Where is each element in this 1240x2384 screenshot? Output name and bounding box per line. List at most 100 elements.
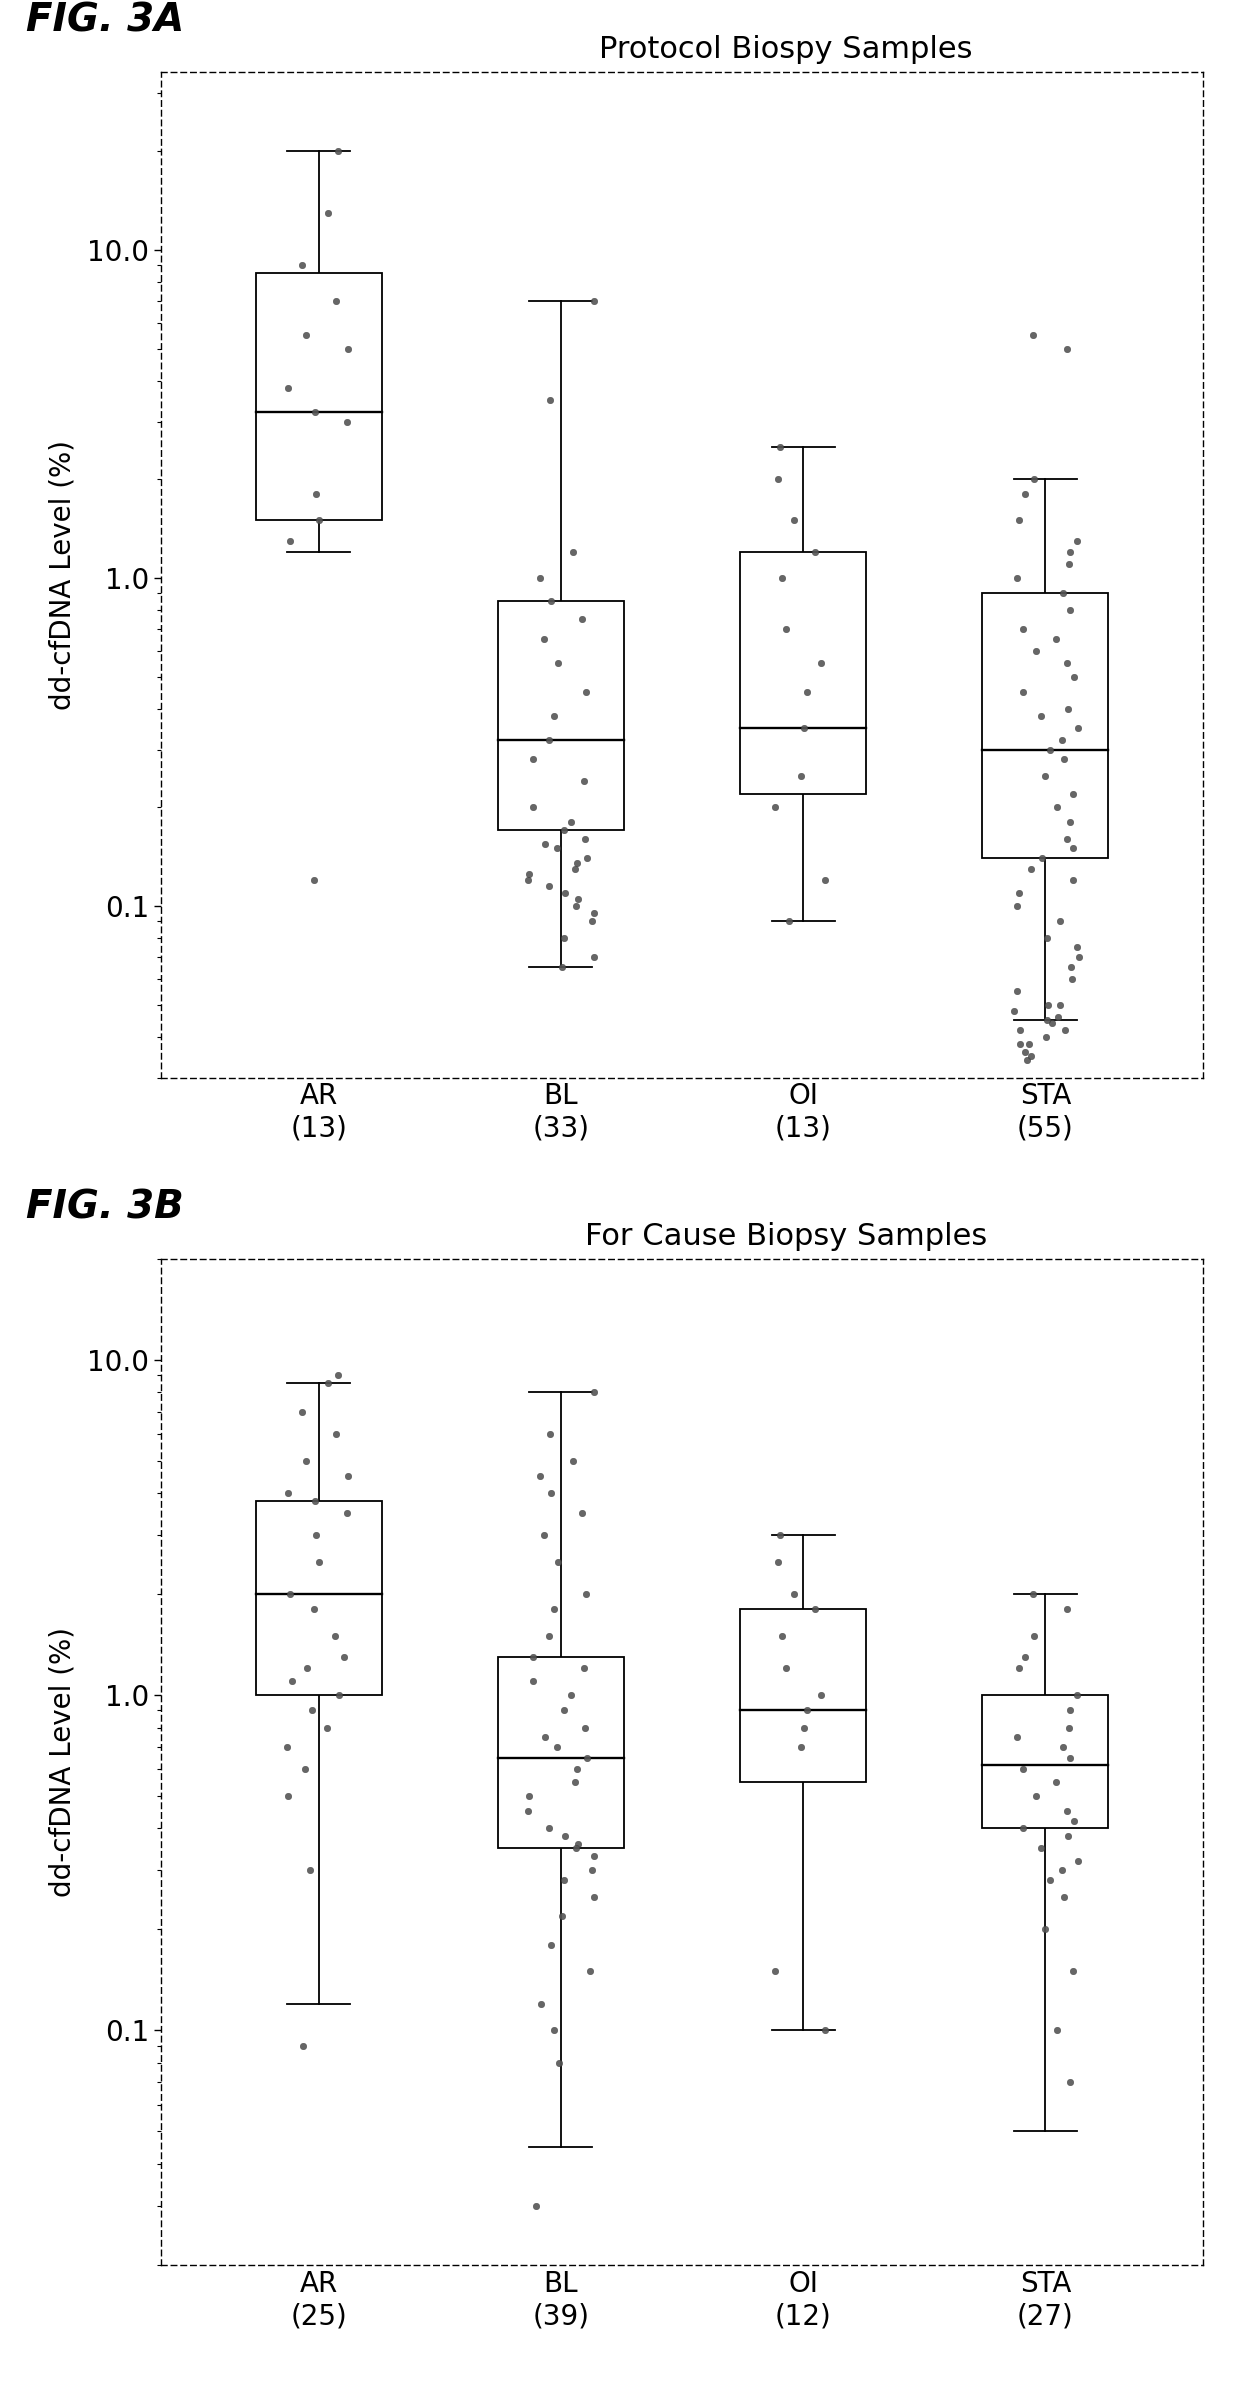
Point bbox=[531, 1457, 551, 1495]
Point bbox=[304, 861, 324, 899]
Point bbox=[339, 1457, 358, 1495]
Point bbox=[816, 2012, 836, 2050]
Point bbox=[1058, 1817, 1078, 1855]
Point bbox=[339, 329, 358, 367]
Point bbox=[1063, 830, 1083, 868]
Point bbox=[565, 849, 585, 887]
Point bbox=[1047, 2012, 1066, 2050]
Point bbox=[1059, 1709, 1079, 1747]
Point bbox=[584, 281, 604, 319]
Point bbox=[305, 393, 325, 432]
Point bbox=[1056, 644, 1076, 682]
Point bbox=[520, 1776, 539, 1814]
Point bbox=[797, 1690, 817, 1728]
Point bbox=[560, 803, 580, 842]
Point bbox=[568, 880, 588, 918]
Point bbox=[572, 1492, 591, 1531]
Point bbox=[544, 2012, 564, 2050]
Point bbox=[547, 1728, 567, 1767]
Point bbox=[816, 861, 836, 899]
Point bbox=[1032, 696, 1052, 734]
Point bbox=[520, 856, 539, 894]
Point bbox=[805, 534, 825, 572]
Point bbox=[1058, 689, 1078, 727]
Point bbox=[549, 2043, 569, 2081]
Point bbox=[291, 246, 311, 284]
Point bbox=[1014, 1638, 1034, 1676]
Point bbox=[1007, 973, 1027, 1011]
Point bbox=[773, 1616, 792, 1654]
Point bbox=[794, 708, 813, 746]
Point bbox=[1039, 730, 1059, 768]
Point bbox=[1007, 1719, 1027, 1757]
Point bbox=[577, 1738, 596, 1776]
Point bbox=[548, 644, 568, 682]
Bar bbox=[740, 553, 866, 794]
Point bbox=[567, 844, 587, 882]
Point bbox=[1061, 949, 1081, 987]
Point bbox=[567, 887, 587, 925]
Point bbox=[280, 522, 300, 560]
Point bbox=[1038, 985, 1058, 1023]
Point bbox=[543, 1590, 563, 1628]
Point bbox=[556, 873, 575, 911]
Point bbox=[765, 1952, 785, 1991]
Point bbox=[539, 1809, 559, 1848]
Point bbox=[1069, 708, 1089, 746]
Point bbox=[1066, 1676, 1086, 1714]
Bar bbox=[740, 1609, 866, 1783]
Point bbox=[1016, 1032, 1035, 1070]
Point bbox=[1019, 1025, 1039, 1063]
Point bbox=[1024, 460, 1044, 498]
Point bbox=[534, 1719, 554, 1757]
Point bbox=[304, 1590, 324, 1628]
Point bbox=[583, 901, 603, 939]
Point bbox=[523, 1662, 543, 1700]
Point bbox=[280, 1576, 300, 1614]
Point bbox=[1004, 992, 1024, 1030]
Point bbox=[296, 1442, 316, 1480]
Point bbox=[325, 1616, 345, 1654]
Point bbox=[554, 1862, 574, 1900]
Point bbox=[291, 1392, 311, 1430]
Point bbox=[523, 1638, 543, 1676]
Point bbox=[337, 1492, 357, 1531]
Point bbox=[574, 820, 594, 858]
Point bbox=[309, 501, 329, 539]
Point bbox=[1048, 997, 1068, 1035]
Point bbox=[541, 582, 560, 620]
Point bbox=[1013, 610, 1033, 648]
Point bbox=[1053, 575, 1073, 613]
Point bbox=[572, 601, 591, 639]
Point bbox=[1052, 722, 1071, 760]
Point bbox=[534, 620, 554, 658]
Point bbox=[584, 1373, 604, 1411]
Point bbox=[765, 789, 785, 827]
Point bbox=[1027, 632, 1047, 670]
Point bbox=[769, 460, 789, 498]
Bar bbox=[255, 1500, 382, 1695]
Point bbox=[334, 1638, 353, 1676]
Point bbox=[1069, 937, 1089, 975]
Point bbox=[531, 558, 551, 596]
Point bbox=[295, 1750, 315, 1788]
Point bbox=[574, 763, 594, 801]
Point bbox=[278, 1776, 298, 1814]
Point bbox=[776, 1650, 796, 1688]
Point bbox=[567, 1829, 587, 1867]
Point bbox=[1056, 1590, 1076, 1628]
Point bbox=[1013, 672, 1033, 710]
Point bbox=[296, 317, 316, 355]
Text: FIG. 3A: FIG. 3A bbox=[26, 0, 184, 38]
Title: Protocol Biospy Samples: Protocol Biospy Samples bbox=[599, 36, 973, 64]
Point bbox=[773, 558, 792, 596]
Point bbox=[1060, 534, 1080, 572]
Point bbox=[523, 741, 543, 780]
Point bbox=[1066, 522, 1086, 560]
Point bbox=[1042, 1004, 1061, 1042]
Point bbox=[1052, 1852, 1071, 1891]
Point bbox=[577, 672, 596, 710]
Point bbox=[1059, 546, 1079, 584]
Point bbox=[565, 1764, 585, 1802]
Point bbox=[317, 1709, 337, 1747]
